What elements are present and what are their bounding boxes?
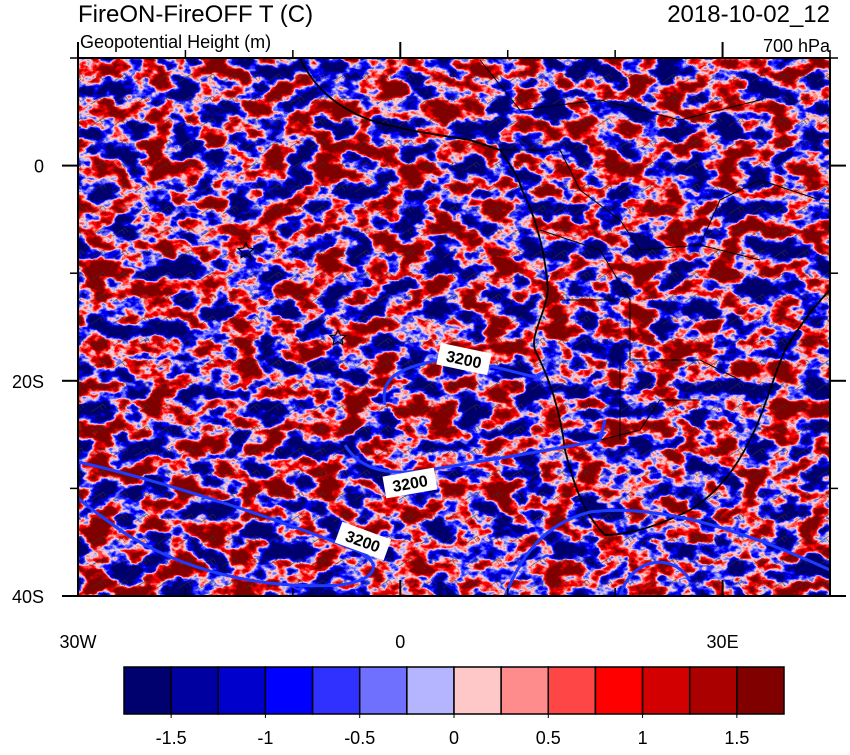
y-tick-label: 40S — [12, 587, 44, 607]
coastline — [299, 58, 830, 536]
colorbar-swatch — [217, 666, 267, 715]
colorbar-swatch — [594, 666, 644, 715]
colorbar-swatch — [264, 666, 314, 715]
colorbar-swatch — [500, 666, 550, 715]
stars — [236, 241, 348, 346]
colorbar-tick-label: -0.5 — [344, 728, 375, 748]
contour-label: 3200 — [391, 473, 429, 496]
x-tick-label: 30W — [59, 632, 96, 652]
contour — [78, 460, 375, 588]
map-frame — [77, 57, 831, 597]
borders — [479, 59, 821, 441]
map-area: 3200 3200 3200 — [78, 58, 830, 596]
subtitle: Geopotential Height (m) — [80, 32, 271, 52]
star-marker — [236, 241, 256, 259]
colorbar-tick-label: 0 — [449, 728, 459, 748]
colorbar-tick-label: 1 — [638, 728, 648, 748]
colorbar-swatch — [123, 666, 172, 715]
colorbar-tick-label: 1.5 — [724, 728, 749, 748]
colorbar-swatch — [453, 666, 502, 715]
y-tick-label: 20S — [12, 372, 44, 392]
title: FireON-FireOFF T (C) — [78, 1, 313, 28]
colorbar-swatch — [688, 666, 738, 715]
level: 700 hPa — [763, 36, 831, 56]
colorbar-tick-label: -1.5 — [156, 728, 187, 748]
contour — [503, 508, 830, 596]
x-tick-label: 0 — [395, 632, 405, 652]
wind-barbs — [78, 58, 830, 596]
x-tick-label: 30E — [707, 632, 739, 652]
colorbar: -1.5 -1 -0.5 0 0.5 1 1.5 — [123, 666, 785, 748]
date: 2018-10-02_12 — [667, 1, 830, 28]
colorbar-swatch — [406, 666, 455, 715]
colorbar-swatch — [311, 666, 361, 715]
colorbar-swatch — [170, 666, 220, 715]
colorbar-swatch — [641, 666, 691, 715]
colorbar-tick-label: 0.5 — [536, 728, 561, 748]
y-tick-label: 0 — [34, 157, 44, 177]
colorbar-swatch — [358, 666, 408, 715]
axes: 30W 0 30E 0 20S 40S — [12, 42, 846, 652]
star-marker — [328, 328, 348, 346]
colorbar-swatch — [547, 666, 597, 715]
colorbar-swatch — [736, 666, 785, 715]
colorbar-tick-label: -1 — [257, 728, 273, 748]
